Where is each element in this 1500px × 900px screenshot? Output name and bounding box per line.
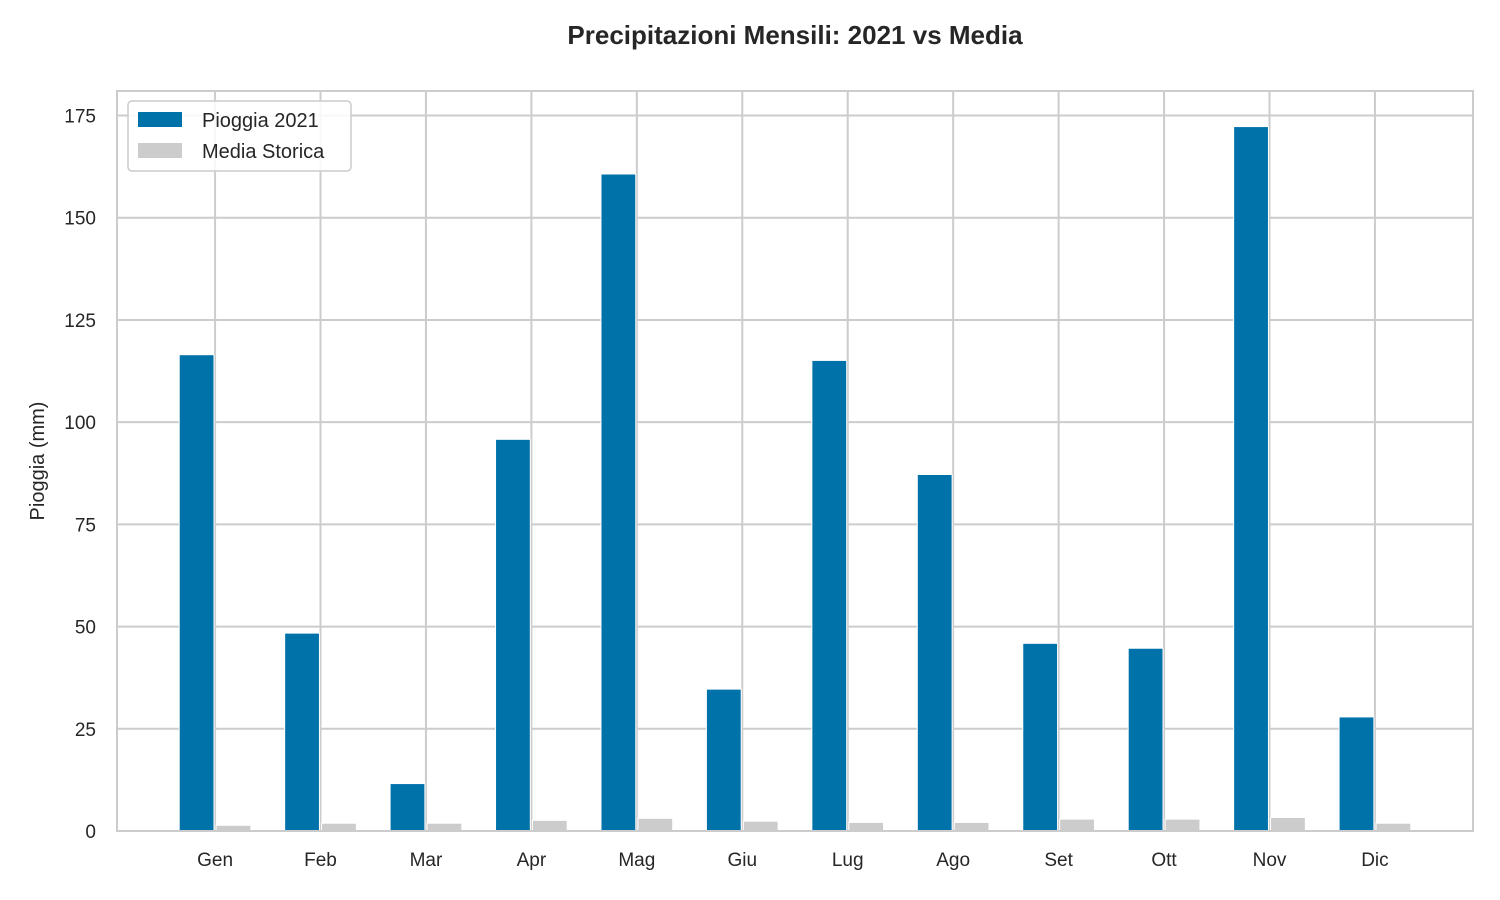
bar-media-storica-ott (1164, 818, 1201, 832)
legend-label: Media Storica (202, 141, 325, 163)
plot-frame (116, 90, 1474, 832)
y-axis-label: Pioggia (mm) (27, 402, 49, 521)
bar-media-storica-feb (321, 822, 357, 832)
bar-media-storica-set (1059, 818, 1095, 832)
chart-title: Precipitazioni Mensili: 2021 vs Media (567, 20, 1023, 50)
bar-pioggia-2021-apr (495, 438, 531, 832)
bars (178, 126, 1412, 832)
x-tick-label: Dic (1361, 850, 1388, 871)
x-tick-label: Nov (1253, 850, 1287, 871)
x-tick-label: Ago (936, 850, 970, 871)
y-axis-ticks: 0 25 50 75 100 125 150 175 (64, 107, 96, 843)
bar-media-storica-giu (742, 820, 779, 832)
legend-label: Pioggia 2021 (202, 110, 319, 132)
x-tick-label: Set (1044, 850, 1073, 871)
bar-pioggia-2021-ott (1127, 647, 1164, 832)
legend-swatch-1 (138, 143, 182, 158)
bar-pioggia-2021-mar (389, 783, 426, 832)
bar-pioggia-2021-giu (705, 688, 742, 832)
legend-swatch-0 (138, 112, 182, 127)
bar-media-storica-lug (848, 821, 885, 832)
y-tick-label: 175 (64, 107, 96, 128)
y-tick-label: 125 (64, 311, 96, 332)
x-tick-label: Mag (618, 850, 655, 871)
bar-media-storica-apr (531, 819, 568, 832)
bar-pioggia-2021-ago (916, 473, 953, 832)
x-tick-label: Ott (1151, 850, 1177, 871)
y-tick-label: 50 (75, 618, 96, 639)
x-tick-label: Feb (304, 850, 337, 871)
grid-lines (117, 91, 1473, 832)
bar-media-storica-mag (637, 817, 674, 832)
x-axis-ticks: Gen Feb Mar Apr Mag Giu Lug Ago Set Ott Nov Dic (197, 850, 1389, 871)
bar-pioggia-2021-gen (178, 354, 215, 832)
bar-pioggia-2021-lug (811, 359, 848, 832)
bar-media-storica-ago (953, 821, 990, 832)
y-tick-label: 25 (75, 720, 96, 741)
y-tick-label: 100 (64, 413, 96, 434)
x-tick-label: Lug (832, 850, 864, 871)
x-tick-label: Gen (197, 850, 233, 871)
bar-media-storica-dic (1375, 822, 1412, 832)
legend: Pioggia 2021 Media Storica (127, 100, 352, 172)
bar-media-storica-nov (1270, 817, 1306, 832)
bar-pioggia-2021-dic (1338, 716, 1375, 832)
bar-pioggia-2021-set (1022, 642, 1059, 832)
y-tick-label: 150 (64, 209, 96, 230)
x-tick-label: Mar (410, 850, 443, 871)
bar-pioggia-2021-nov (1233, 126, 1269, 832)
x-tick-label: Apr (517, 850, 547, 871)
y-tick-label: 0 (85, 822, 96, 843)
y-tick-label: 75 (75, 515, 96, 536)
bar-pioggia-2021-feb (284, 632, 320, 832)
x-tick-label: Giu (727, 850, 757, 871)
bar-pioggia-2021-mag (600, 173, 637, 832)
legend-box (127, 100, 352, 172)
bar-media-storica-mar (426, 822, 463, 832)
